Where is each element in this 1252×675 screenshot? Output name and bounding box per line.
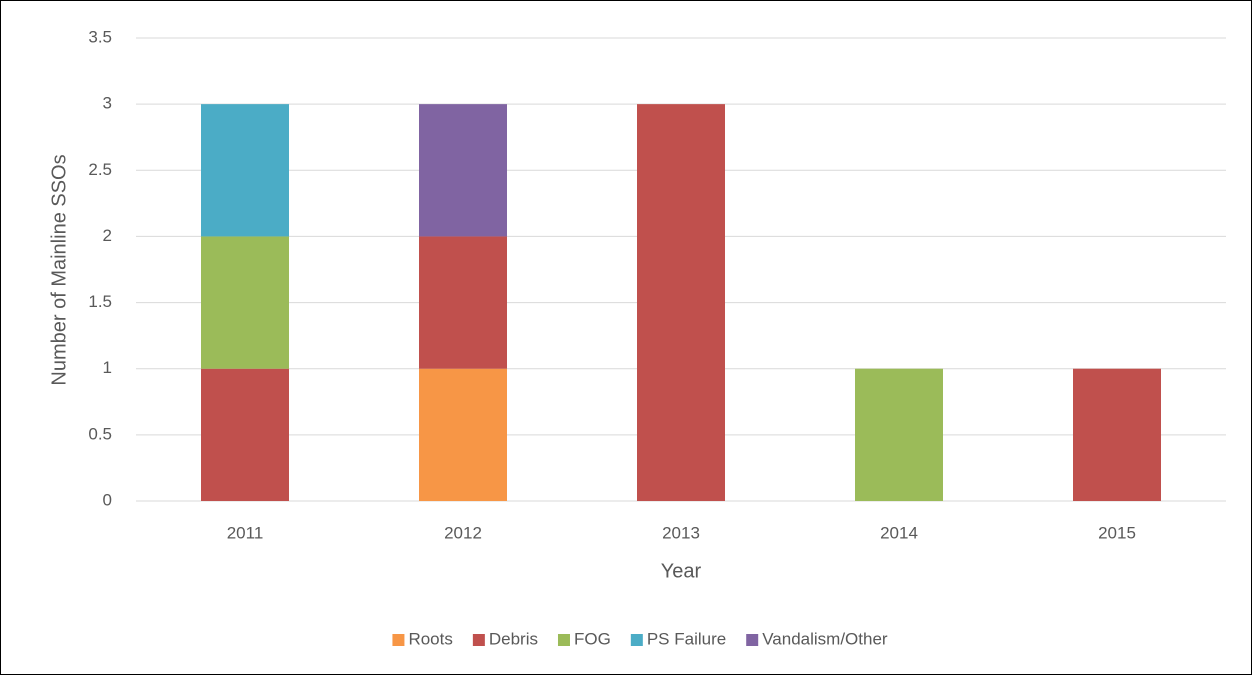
bar-segment bbox=[419, 368, 507, 501]
bar-segment bbox=[637, 104, 725, 502]
y-tick-label: 3 bbox=[103, 94, 112, 113]
legend-label: PS Failure bbox=[647, 629, 726, 648]
legend-swatch bbox=[472, 634, 485, 646]
y-tick-label: 3.5 bbox=[88, 27, 112, 46]
x-tick-label: 2015 bbox=[1098, 523, 1136, 542]
legend-swatch bbox=[392, 634, 405, 646]
y-tick-label: 1.5 bbox=[88, 292, 112, 311]
y-tick-label: 0 bbox=[103, 490, 112, 509]
bar-segment bbox=[201, 104, 289, 237]
y-tick-label: 2.5 bbox=[88, 160, 112, 179]
legend-label: Vandalism/Other bbox=[762, 629, 888, 648]
bar-segment bbox=[419, 104, 507, 237]
bar-segment bbox=[1073, 368, 1161, 501]
y-axis-label: Number of Mainline SSOs bbox=[48, 154, 70, 385]
x-tick-label: 2012 bbox=[444, 523, 482, 542]
legend-swatch bbox=[746, 634, 759, 646]
legend-label: FOG bbox=[574, 629, 611, 648]
x-tick-label: 2014 bbox=[880, 523, 918, 542]
bar-segment bbox=[201, 368, 289, 501]
x-tick-label: 2013 bbox=[662, 523, 700, 542]
legend-swatch bbox=[630, 634, 643, 646]
y-tick-label: 0.5 bbox=[88, 424, 112, 443]
y-tick-label: 1 bbox=[103, 358, 112, 377]
bar-segment bbox=[201, 236, 289, 369]
bar-segment bbox=[419, 236, 507, 369]
legend-label: Roots bbox=[408, 629, 452, 648]
legend-swatch bbox=[557, 634, 570, 646]
x-tick-label: 2011 bbox=[227, 523, 264, 542]
legend-label: Debris bbox=[489, 629, 538, 648]
bar-segment bbox=[855, 368, 943, 501]
x-axis-label: Year bbox=[661, 560, 702, 582]
y-tick-label: 2 bbox=[103, 226, 112, 245]
